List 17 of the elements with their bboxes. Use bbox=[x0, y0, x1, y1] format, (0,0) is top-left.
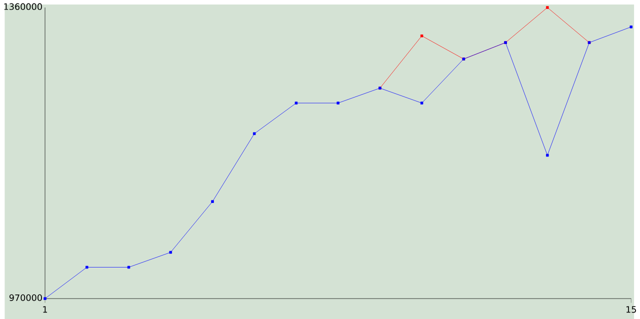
y-tick-label: 1360000 bbox=[4, 3, 42, 10]
x-tick-label: 15 bbox=[626, 306, 636, 313]
point bbox=[546, 154, 549, 157]
point bbox=[127, 266, 130, 268]
point bbox=[252, 132, 256, 135]
y-tick-label: 970000 bbox=[9, 294, 42, 301]
point bbox=[336, 102, 340, 104]
point bbox=[420, 34, 424, 38]
point bbox=[211, 200, 214, 203]
point bbox=[630, 25, 633, 28]
point bbox=[169, 250, 172, 254]
point bbox=[86, 266, 88, 268]
point bbox=[294, 102, 298, 104]
x-tick-label: 1 bbox=[43, 306, 48, 313]
point bbox=[546, 6, 549, 9]
point bbox=[44, 297, 46, 300]
point bbox=[420, 102, 424, 104]
